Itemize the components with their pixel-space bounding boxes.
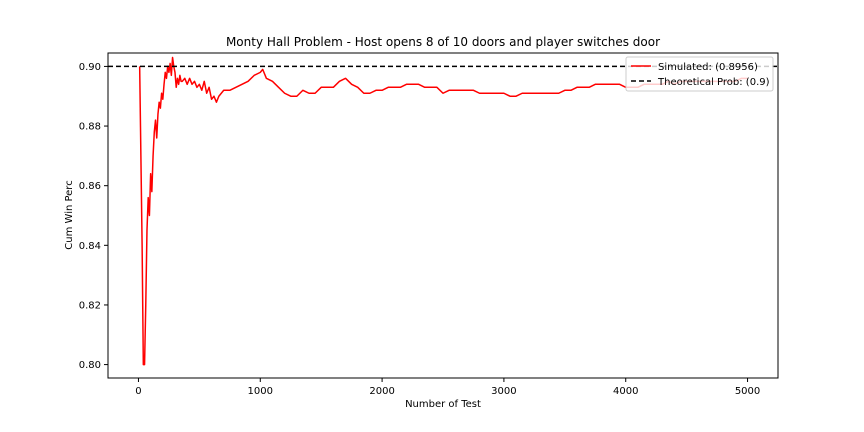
legend-label-theoretical: Theoretical Prob: (0.9) bbox=[657, 77, 770, 88]
plot-frame bbox=[107, 52, 779, 379]
x-tick-label: 2000 bbox=[369, 386, 394, 397]
legend-label-simulated: Simulated: (0.8956) bbox=[658, 62, 758, 73]
plot-series bbox=[108, 56, 778, 366]
chart-title: Monty Hall Problem - Host opens 8 of 10 … bbox=[226, 35, 660, 49]
y-tick-label: 0.80 bbox=[79, 360, 101, 371]
legend-box bbox=[625, 56, 774, 92]
legend: Simulated: (0.8956) Theoretical Prob: (0… bbox=[625, 56, 774, 92]
series-line-simulated bbox=[138, 56, 748, 366]
y-tick-label: 0.82 bbox=[79, 300, 101, 311]
y-axis: 0.80 0.82 0.84 0.86 0.88 0.90 bbox=[79, 62, 108, 371]
y-tick-label: 0.86 bbox=[79, 181, 101, 192]
x-axis: 0 1000 2000 3000 4000 5000 bbox=[135, 378, 760, 397]
x-tick-label: 4000 bbox=[613, 386, 638, 397]
y-axis-label: Cum Win Perc bbox=[64, 180, 75, 249]
y-tick-label: 0.88 bbox=[79, 122, 101, 133]
x-tick-label: 3000 bbox=[491, 386, 516, 397]
x-axis-label: Number of Test bbox=[405, 399, 481, 410]
y-tick-label: 0.90 bbox=[79, 62, 101, 73]
y-tick-label: 0.84 bbox=[79, 241, 101, 252]
x-tick-label: 5000 bbox=[735, 386, 760, 397]
x-tick-label: 1000 bbox=[248, 386, 273, 397]
x-tick-label: 0 bbox=[135, 386, 141, 397]
